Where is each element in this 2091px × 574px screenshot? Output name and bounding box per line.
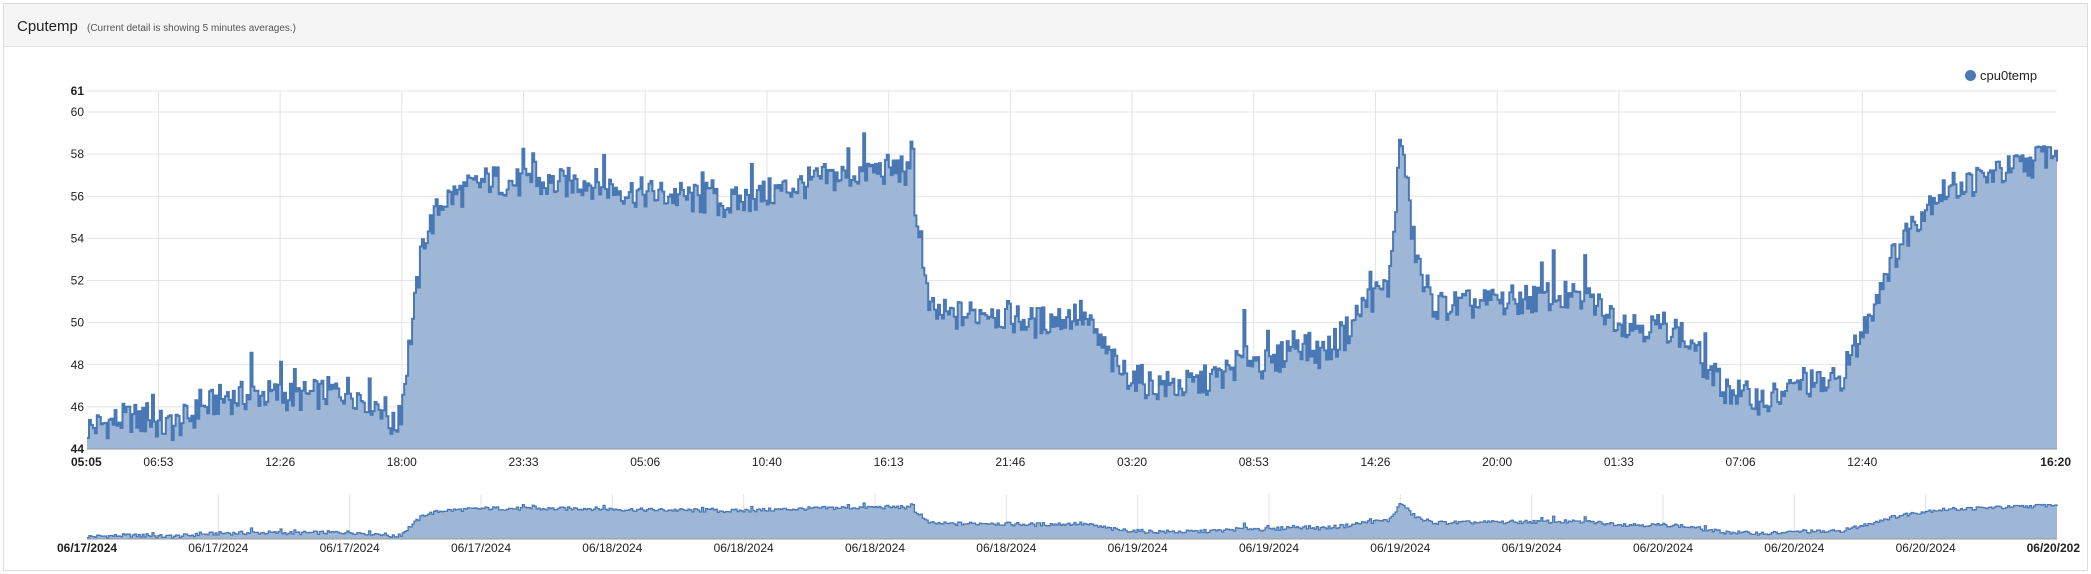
navigator-tick-label: 06/17/2024 [451,541,511,555]
panel-header: Cputemp (Current detail is showing 5 min… [4,4,2087,47]
legend-item-cpu0temp[interactable]: cpu0temp [1965,68,2037,83]
y-tick-label: 46 [71,400,85,414]
y-tick-label: 54 [71,231,85,245]
navigator-axis-labels: 06/17/2024 06/17/2024 06/17/2024 06/17/2024… [57,541,2080,555]
navigator-tick-label: 06/18/2024 [714,541,774,555]
y-tick-label: 52 [71,274,85,288]
legend-marker-icon [1965,70,1976,81]
y-tick-label: 50 [71,316,85,330]
y-tick-label: 58 [71,147,85,161]
navigator-tick-label: 06/18/2024 [976,541,1036,555]
navigator-tick-label: 06/19/2024 [1370,541,1430,555]
navigator-line [87,502,2058,539]
x-tick-label: 01:33 [1604,455,1634,469]
navigator-tick-label: 06/20/2024 [1764,541,1824,555]
navigator-tick-label: 06/18/2024 [845,541,905,555]
navigator-tick-label: 06/17/2024 [320,541,380,555]
x-tick-label: 23:33 [509,455,539,469]
navigator-tick-label: 06/18/2024 [582,541,642,555]
x-tick-label: 10:40 [752,455,782,469]
x-tick-label: 07:06 [1726,455,1756,469]
navigator-tick-label: 06/19/2024 [1108,541,1168,555]
y-tick-label: 44 [71,442,85,456]
navigator-tick-label: 06/20/2024 [1633,541,1693,555]
x-tick-label: 05:06 [630,455,660,469]
x-tick-label: 12:40 [1847,455,1877,469]
legend-label: cpu0temp [1980,68,2038,83]
x-tick-label: 21:46 [995,455,1025,469]
navigator-tick-label: 06/17/2024 [57,541,117,555]
navigator-tick-label: 06/19/2024 [1239,541,1299,555]
series-line-cpu0temp [87,132,2058,442]
y-tick-label: 61 [71,84,85,98]
y-tick-label: 48 [71,358,85,372]
navigator-tick-label: 06/20/2024 [1896,541,1956,555]
x-tick-label: 14:26 [1360,455,1390,469]
series-area-cpu0temp [87,133,2057,449]
y-axis-labels: 44 46 48 50 52 54 56 58 60 61 [71,84,85,456]
panel-subtitle: (Current detail is showing 5 minutes ave… [87,23,296,34]
x-tick-label: 16:20 [2040,455,2071,469]
x-tick-label: 05:05 [71,455,102,469]
x-tick-label: 18:00 [387,455,417,469]
y-tick-label: 60 [71,105,85,119]
x-tick-label: 06:53 [143,455,173,469]
x-tick-label: 16:13 [874,455,904,469]
navigator-area [87,503,2057,539]
x-axis-labels: 05:05 06:53 12:26 18:00 23:33 05:06 10:40 16:13… [71,455,2071,469]
x-tick-label: 12:26 [265,455,295,469]
panel-title: Cputemp [17,18,78,35]
navigator-tick-label: 06/17/2024 [188,541,248,555]
x-tick-label: 08:53 [1239,455,1269,469]
x-tick-label: 03:20 [1117,455,1147,469]
x-tick-label: 20:00 [1482,455,1512,469]
navigator-tick-label: 06/19/2024 [1502,541,1562,555]
navigator-tick-label: 06/20/202 [2027,541,2081,555]
y-tick-label: 56 [71,189,85,203]
